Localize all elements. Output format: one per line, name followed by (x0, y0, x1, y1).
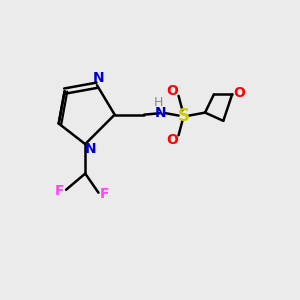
Text: N: N (155, 106, 167, 120)
Text: O: O (166, 133, 178, 147)
Text: S: S (178, 106, 190, 124)
Text: O: O (234, 86, 245, 100)
Text: N: N (85, 142, 96, 156)
Text: N: N (93, 71, 104, 85)
Text: F: F (100, 187, 110, 201)
Text: H: H (154, 95, 164, 109)
Text: O: O (166, 84, 178, 98)
Text: F: F (55, 184, 64, 198)
